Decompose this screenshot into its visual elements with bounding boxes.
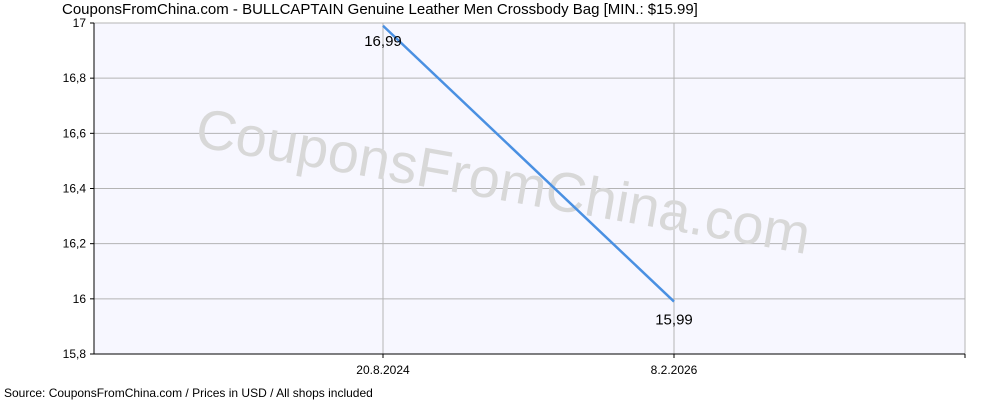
x-tick-label: 20.8.2024 [356, 363, 410, 377]
y-tick-label: 15,8 [63, 347, 87, 361]
chart-title: CouponsFromChina.com - BULLCAPTAIN Genui… [62, 1, 698, 18]
y-tick-label: 17 [73, 16, 87, 30]
y-tick-label: 16,4 [63, 182, 87, 196]
tick-labels: 15,8 16 16,2 16,4 16,6 16,8 17 20.8.2024 8.2.202… [63, 16, 698, 377]
series-layer [382, 24, 675, 303]
data-point-label: 15,99 [655, 312, 693, 329]
y-tick-label: 16,2 [63, 237, 87, 251]
source-note: Source: CouponsFromChina.com / Prices in… [4, 386, 373, 400]
x-tick-label: 8.2.2026 [651, 363, 698, 377]
y-tick-label: 16,6 [63, 126, 87, 140]
y-tick-label: 16 [73, 292, 87, 306]
axes [90, 22, 966, 358]
y-tick-label: 16,8 [63, 71, 87, 85]
price-series-line [382, 24, 675, 303]
data-point-label: 16,99 [364, 33, 402, 50]
data-labels: 16,99 15,99 [364, 33, 693, 329]
